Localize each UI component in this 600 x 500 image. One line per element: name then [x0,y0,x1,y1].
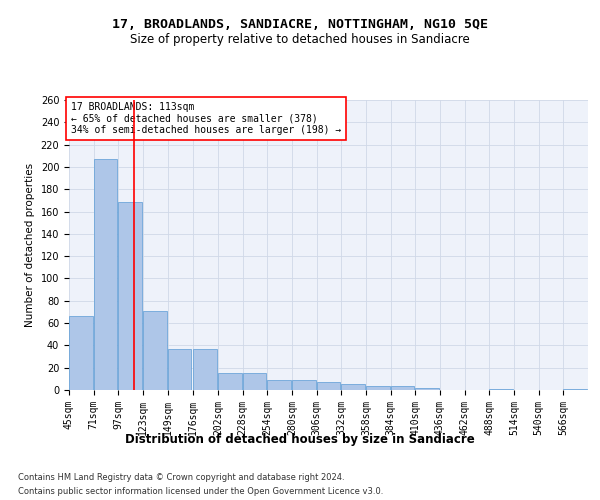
Bar [268,380,291,390]
Bar [218,374,242,390]
Bar [341,384,365,390]
Bar [563,389,587,390]
Bar [292,380,316,390]
Bar [317,382,340,390]
Bar [366,386,389,390]
Text: 17 BROADLANDS: 113sqm
← 65% of detached houses are smaller (378)
34% of semi-det: 17 BROADLANDS: 113sqm ← 65% of detached … [71,102,341,136]
Bar [242,374,266,390]
Text: Distribution of detached houses by size in Sandiacre: Distribution of detached houses by size … [125,432,475,446]
Text: Size of property relative to detached houses in Sandiacre: Size of property relative to detached ho… [130,32,470,46]
Bar [490,389,513,390]
Bar [94,159,118,390]
Bar [167,348,191,390]
Bar [415,388,439,390]
Bar [391,386,415,390]
Y-axis label: Number of detached properties: Number of detached properties [25,163,35,327]
Bar [118,202,142,390]
Text: Contains HM Land Registry data © Crown copyright and database right 2024.: Contains HM Land Registry data © Crown c… [18,472,344,482]
Text: 17, BROADLANDS, SANDIACRE, NOTTINGHAM, NG10 5QE: 17, BROADLANDS, SANDIACRE, NOTTINGHAM, N… [112,18,488,30]
Bar [143,311,167,390]
Text: Contains public sector information licensed under the Open Government Licence v3: Contains public sector information licen… [18,488,383,496]
Bar [193,348,217,390]
Bar [69,316,93,390]
